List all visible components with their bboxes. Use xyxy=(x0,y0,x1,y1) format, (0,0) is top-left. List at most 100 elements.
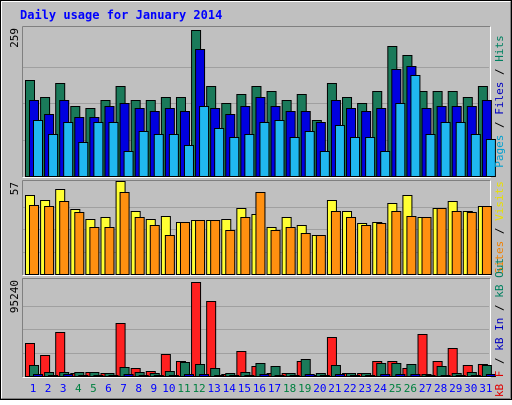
bar-hits-pages-day-11 xyxy=(183,145,194,177)
day-label-31: 31 xyxy=(479,382,492,395)
day-label-19: 19 xyxy=(298,382,311,395)
day-label-28: 28 xyxy=(434,382,447,395)
day-label-27: 27 xyxy=(419,382,432,395)
bar-hits-pages-day-24 xyxy=(380,151,391,177)
bar-kbytes-kb-in-day-18 xyxy=(289,375,300,377)
bar-hits-pages-day-25 xyxy=(395,103,406,177)
bar-hits-pages-day-26 xyxy=(410,75,421,177)
bar-hits-pages-day-12 xyxy=(199,106,210,177)
legend-segment-hits-0: Pages xyxy=(493,135,506,168)
bar-visits-sites-day-18 xyxy=(285,227,296,275)
bar-visits-sites-day-15 xyxy=(240,217,251,275)
bar-kbytes-kb-in-day-14 xyxy=(229,375,240,377)
legend-segment-kbytes-2: kB In xyxy=(493,318,506,351)
bar-visits-sites-day-16 xyxy=(255,192,266,275)
day-label-30: 30 xyxy=(464,382,477,395)
bar-visits-sites-day-20 xyxy=(315,235,326,275)
bar-visits-sites-day-5 xyxy=(89,227,100,275)
legend-segment-visits-0: Sites xyxy=(493,241,506,274)
bar-hits-pages-day-9 xyxy=(153,134,164,177)
bar-visits-sites-day-21 xyxy=(330,211,341,275)
bar-kbytes-kb-in-day-23 xyxy=(365,375,376,377)
bar-visits-sites-day-4 xyxy=(74,212,85,275)
legend-segment-visits-1: / xyxy=(493,221,506,241)
day-label-4: 4 xyxy=(75,382,82,395)
bar-kbytes-kb-in-day-25 xyxy=(395,374,406,377)
series-visits-sites xyxy=(29,192,492,275)
panel-hits-legend-label: Pages / Files / Hits xyxy=(493,35,506,168)
bar-hits-pages-day-27 xyxy=(425,134,436,177)
panel-visits-max-label: 57 xyxy=(8,182,21,195)
day-label-25: 25 xyxy=(389,382,402,395)
bar-hits-pages-day-7 xyxy=(123,151,134,177)
bar-hits-pages-day-15 xyxy=(244,134,255,177)
bar-hits-pages-day-31 xyxy=(485,139,496,177)
bar-visits-sites-day-26 xyxy=(406,216,417,275)
bar-visits-sites-day-19 xyxy=(300,233,311,275)
bar-kbytes-kb-in-day-19 xyxy=(304,374,315,377)
bar-visits-sites-day-30 xyxy=(466,212,477,275)
chart-title: Daily usage for January 2014 xyxy=(20,8,222,22)
bar-kbytes-kb-in-day-28 xyxy=(440,375,451,377)
bar-kbytes-kb-in-day-4 xyxy=(78,375,89,377)
bar-kbytes-kb-in-day-6 xyxy=(108,375,119,377)
bar-hits-pages-day-6 xyxy=(108,122,119,177)
bar-hits-pages-day-19 xyxy=(304,131,315,177)
legend-segment-hits-2: Files xyxy=(493,82,506,115)
bar-kbytes-kb-in-day-11 xyxy=(183,374,194,377)
bar-hits-pages-day-23 xyxy=(365,137,376,177)
day-label-22: 22 xyxy=(343,382,356,395)
bar-visits-sites-day-11 xyxy=(179,222,190,275)
bar-hits-pages-day-18 xyxy=(289,137,300,177)
bar-hits-pages-day-28 xyxy=(440,122,451,177)
bar-hits-pages-day-17 xyxy=(274,120,285,177)
day-label-18: 18 xyxy=(283,382,296,395)
bar-kbytes-kb-in-day-2 xyxy=(48,375,59,377)
bar-visits-sites-day-13 xyxy=(210,220,221,275)
bar-visits-sites-day-14 xyxy=(225,230,236,275)
bar-kbytes-kb-in-day-9 xyxy=(153,375,164,377)
bar-visits-sites-day-24 xyxy=(376,223,387,275)
bar-hits-pages-day-16 xyxy=(259,122,270,177)
bar-hits-pages-day-4 xyxy=(78,142,89,177)
panel-hits xyxy=(22,26,496,178)
bar-visits-sites-day-3 xyxy=(59,201,70,275)
bar-kbytes-kb-in-day-7 xyxy=(123,374,134,377)
bar-hits-pages-day-29 xyxy=(455,122,466,177)
day-label-9: 9 xyxy=(150,382,157,395)
bar-visits-sites-day-17 xyxy=(270,230,281,275)
series-hits-pages xyxy=(33,75,496,177)
bar-kbytes-kb-in-day-17 xyxy=(274,375,285,377)
bar-visits-sites-day-6 xyxy=(104,227,115,275)
day-label-13: 13 xyxy=(208,382,221,395)
bar-visits-sites-day-28 xyxy=(436,208,447,275)
bar-kbytes-kb-in-day-10 xyxy=(168,375,179,377)
bar-hits-pages-day-14 xyxy=(229,137,240,177)
bar-kbytes-kb-in-day-26 xyxy=(410,374,421,377)
bar-kbytes-kb-in-day-13 xyxy=(214,375,225,377)
day-label-14: 14 xyxy=(223,382,237,395)
bar-visits-sites-day-29 xyxy=(451,211,462,275)
panel-kbytes-max-label: 95240 xyxy=(8,280,21,313)
panel-hits-max-label: 259 xyxy=(8,28,21,48)
panel-visits xyxy=(22,180,492,276)
day-label-3: 3 xyxy=(60,382,67,395)
legend-segment-kbytes-1: / xyxy=(493,351,506,371)
panel-visits-legend-label: Sites / Visits xyxy=(493,181,506,274)
day-label-10: 10 xyxy=(162,382,175,395)
bar-kbytes-kb-f-day-13 xyxy=(206,301,217,377)
bar-kbytes-kb-in-day-21 xyxy=(334,374,345,377)
bar-kbytes-kb-in-day-29 xyxy=(455,375,466,377)
bar-hits-pages-day-1 xyxy=(33,120,43,177)
bar-kbytes-kb-in-day-24 xyxy=(380,374,391,377)
bar-kbytes-kb-in-day-8 xyxy=(138,375,149,377)
bar-kbytes-kb-in-day-15 xyxy=(244,375,255,377)
bar-kbytes-kb-in-day-5 xyxy=(93,375,104,377)
bar-hits-pages-day-22 xyxy=(350,137,361,177)
bar-hits-pages-day-13 xyxy=(214,128,225,177)
legend-segment-kbytes-4: kB Out xyxy=(493,258,506,298)
legend-segment-hits-3: / xyxy=(493,62,506,82)
bar-visits-sites-day-31 xyxy=(481,206,492,275)
bar-visits-sites-day-12 xyxy=(195,220,206,275)
